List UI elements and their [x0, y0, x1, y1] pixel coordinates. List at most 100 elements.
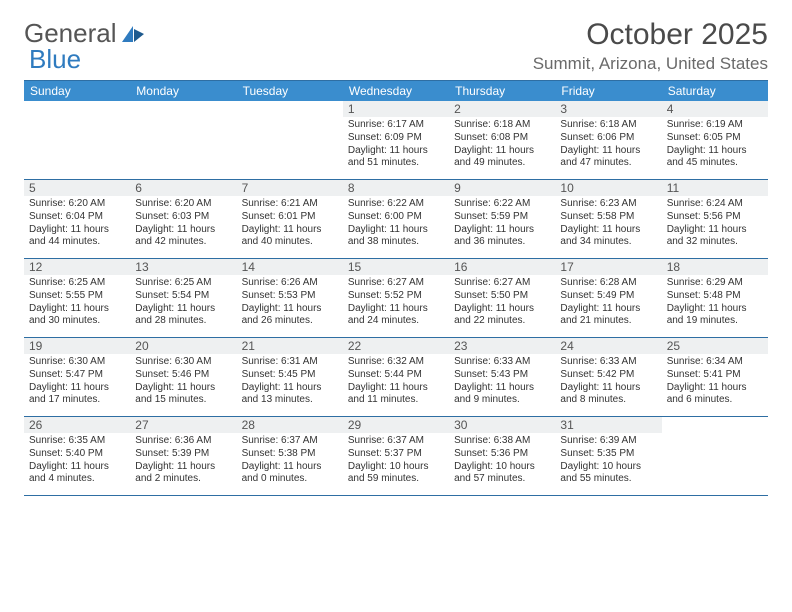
day-details: Sunrise: 6:27 AMSunset: 5:50 PMDaylight:… — [449, 275, 555, 332]
day-cell: 1Sunrise: 6:17 AMSunset: 6:09 PMDaylight… — [343, 101, 449, 179]
day-cell — [130, 101, 236, 179]
day-cell: 24Sunrise: 6:33 AMSunset: 5:42 PMDayligh… — [555, 338, 661, 416]
day-header-friday: Friday — [555, 81, 661, 101]
day-details: Sunrise: 6:33 AMSunset: 5:42 PMDaylight:… — [555, 354, 661, 411]
day-number: 12 — [24, 259, 130, 275]
day-number: 7 — [237, 180, 343, 196]
day-number — [24, 101, 130, 103]
day-cell: 25Sunrise: 6:34 AMSunset: 5:41 PMDayligh… — [662, 338, 768, 416]
day-number: 25 — [662, 338, 768, 354]
day-details: Sunrise: 6:20 AMSunset: 6:04 PMDaylight:… — [24, 196, 130, 253]
day-details: Sunrise: 6:22 AMSunset: 5:59 PMDaylight:… — [449, 196, 555, 253]
day-number: 22 — [343, 338, 449, 354]
day-number: 17 — [555, 259, 661, 275]
day-cell: 11Sunrise: 6:24 AMSunset: 5:56 PMDayligh… — [662, 180, 768, 258]
day-cell: 15Sunrise: 6:27 AMSunset: 5:52 PMDayligh… — [343, 259, 449, 337]
day-cell: 9Sunrise: 6:22 AMSunset: 5:59 PMDaylight… — [449, 180, 555, 258]
day-details: Sunrise: 6:22 AMSunset: 6:00 PMDaylight:… — [343, 196, 449, 253]
day-cell: 12Sunrise: 6:25 AMSunset: 5:55 PMDayligh… — [24, 259, 130, 337]
day-number: 13 — [130, 259, 236, 275]
day-number — [130, 101, 236, 103]
day-details: Sunrise: 6:37 AMSunset: 5:38 PMDaylight:… — [237, 433, 343, 490]
day-number: 27 — [130, 417, 236, 433]
day-header-saturday: Saturday — [662, 81, 768, 101]
day-details: Sunrise: 6:38 AMSunset: 5:36 PMDaylight:… — [449, 433, 555, 490]
day-number: 23 — [449, 338, 555, 354]
day-number: 30 — [449, 417, 555, 433]
day-number: 16 — [449, 259, 555, 275]
title-block: October 2025 Summit, Arizona, United Sta… — [533, 18, 768, 74]
day-cell — [237, 101, 343, 179]
sail-icon — [121, 25, 145, 43]
day-number: 10 — [555, 180, 661, 196]
day-number: 11 — [662, 180, 768, 196]
day-details: Sunrise: 6:27 AMSunset: 5:52 PMDaylight:… — [343, 275, 449, 332]
day-number: 19 — [24, 338, 130, 354]
week-row: 1Sunrise: 6:17 AMSunset: 6:09 PMDaylight… — [24, 101, 768, 180]
day-header-thursday: Thursday — [449, 81, 555, 101]
day-details: Sunrise: 6:19 AMSunset: 6:05 PMDaylight:… — [662, 117, 768, 174]
day-number: 6 — [130, 180, 236, 196]
day-cell: 2Sunrise: 6:18 AMSunset: 6:08 PMDaylight… — [449, 101, 555, 179]
day-details: Sunrise: 6:28 AMSunset: 5:49 PMDaylight:… — [555, 275, 661, 332]
day-number: 1 — [343, 101, 449, 117]
day-number: 15 — [343, 259, 449, 275]
day-cell: 23Sunrise: 6:33 AMSunset: 5:43 PMDayligh… — [449, 338, 555, 416]
day-cell: 13Sunrise: 6:25 AMSunset: 5:54 PMDayligh… — [130, 259, 236, 337]
day-number: 9 — [449, 180, 555, 196]
day-cell: 8Sunrise: 6:22 AMSunset: 6:00 PMDaylight… — [343, 180, 449, 258]
day-details: Sunrise: 6:24 AMSunset: 5:56 PMDaylight:… — [662, 196, 768, 253]
location-text: Summit, Arizona, United States — [533, 54, 768, 74]
day-details: Sunrise: 6:25 AMSunset: 5:55 PMDaylight:… — [24, 275, 130, 332]
day-details: Sunrise: 6:32 AMSunset: 5:44 PMDaylight:… — [343, 354, 449, 411]
month-title: October 2025 — [533, 18, 768, 52]
day-details: Sunrise: 6:20 AMSunset: 6:03 PMDaylight:… — [130, 196, 236, 253]
day-cell: 3Sunrise: 6:18 AMSunset: 6:06 PMDaylight… — [555, 101, 661, 179]
day-cell — [24, 101, 130, 179]
day-details: Sunrise: 6:21 AMSunset: 6:01 PMDaylight:… — [237, 196, 343, 253]
day-header-sunday: Sunday — [24, 81, 130, 101]
day-cell: 17Sunrise: 6:28 AMSunset: 5:49 PMDayligh… — [555, 259, 661, 337]
day-number: 26 — [24, 417, 130, 433]
week-row: 26Sunrise: 6:35 AMSunset: 5:40 PMDayligh… — [24, 417, 768, 496]
day-details: Sunrise: 6:29 AMSunset: 5:48 PMDaylight:… — [662, 275, 768, 332]
day-cell: 16Sunrise: 6:27 AMSunset: 5:50 PMDayligh… — [449, 259, 555, 337]
day-number: 21 — [237, 338, 343, 354]
day-cell: 21Sunrise: 6:31 AMSunset: 5:45 PMDayligh… — [237, 338, 343, 416]
logo-text-blue: Blue — [29, 44, 81, 75]
day-cell: 28Sunrise: 6:37 AMSunset: 5:38 PMDayligh… — [237, 417, 343, 495]
day-header-tuesday: Tuesday — [237, 81, 343, 101]
day-cell — [662, 417, 768, 495]
day-number: 20 — [130, 338, 236, 354]
day-cell: 26Sunrise: 6:35 AMSunset: 5:40 PMDayligh… — [24, 417, 130, 495]
day-details: Sunrise: 6:26 AMSunset: 5:53 PMDaylight:… — [237, 275, 343, 332]
day-number: 29 — [343, 417, 449, 433]
day-number: 31 — [555, 417, 661, 433]
day-details: Sunrise: 6:31 AMSunset: 5:45 PMDaylight:… — [237, 354, 343, 411]
day-cell: 19Sunrise: 6:30 AMSunset: 5:47 PMDayligh… — [24, 338, 130, 416]
week-row: 19Sunrise: 6:30 AMSunset: 5:47 PMDayligh… — [24, 338, 768, 417]
day-details: Sunrise: 6:34 AMSunset: 5:41 PMDaylight:… — [662, 354, 768, 411]
day-details: Sunrise: 6:18 AMSunset: 6:08 PMDaylight:… — [449, 117, 555, 174]
day-details: Sunrise: 6:37 AMSunset: 5:37 PMDaylight:… — [343, 433, 449, 490]
day-cell: 18Sunrise: 6:29 AMSunset: 5:48 PMDayligh… — [662, 259, 768, 337]
day-details: Sunrise: 6:23 AMSunset: 5:58 PMDaylight:… — [555, 196, 661, 253]
day-cell: 6Sunrise: 6:20 AMSunset: 6:03 PMDaylight… — [130, 180, 236, 258]
day-cell: 4Sunrise: 6:19 AMSunset: 6:05 PMDaylight… — [662, 101, 768, 179]
day-cell: 31Sunrise: 6:39 AMSunset: 5:35 PMDayligh… — [555, 417, 661, 495]
day-cell: 22Sunrise: 6:32 AMSunset: 5:44 PMDayligh… — [343, 338, 449, 416]
day-details: Sunrise: 6:39 AMSunset: 5:35 PMDaylight:… — [555, 433, 661, 490]
day-cell: 30Sunrise: 6:38 AMSunset: 5:36 PMDayligh… — [449, 417, 555, 495]
day-number: 24 — [555, 338, 661, 354]
day-details: Sunrise: 6:35 AMSunset: 5:40 PMDaylight:… — [24, 433, 130, 490]
day-cell: 29Sunrise: 6:37 AMSunset: 5:37 PMDayligh… — [343, 417, 449, 495]
day-cell: 10Sunrise: 6:23 AMSunset: 5:58 PMDayligh… — [555, 180, 661, 258]
day-number: 3 — [555, 101, 661, 117]
day-details: Sunrise: 6:30 AMSunset: 5:46 PMDaylight:… — [130, 354, 236, 411]
day-number: 18 — [662, 259, 768, 275]
day-number — [237, 101, 343, 103]
page-header: General October 2025 Summit, Arizona, Un… — [24, 18, 768, 74]
day-number — [662, 417, 768, 419]
day-details: Sunrise: 6:18 AMSunset: 6:06 PMDaylight:… — [555, 117, 661, 174]
calendar: SundayMondayTuesdayWednesdayThursdayFrid… — [24, 80, 768, 496]
